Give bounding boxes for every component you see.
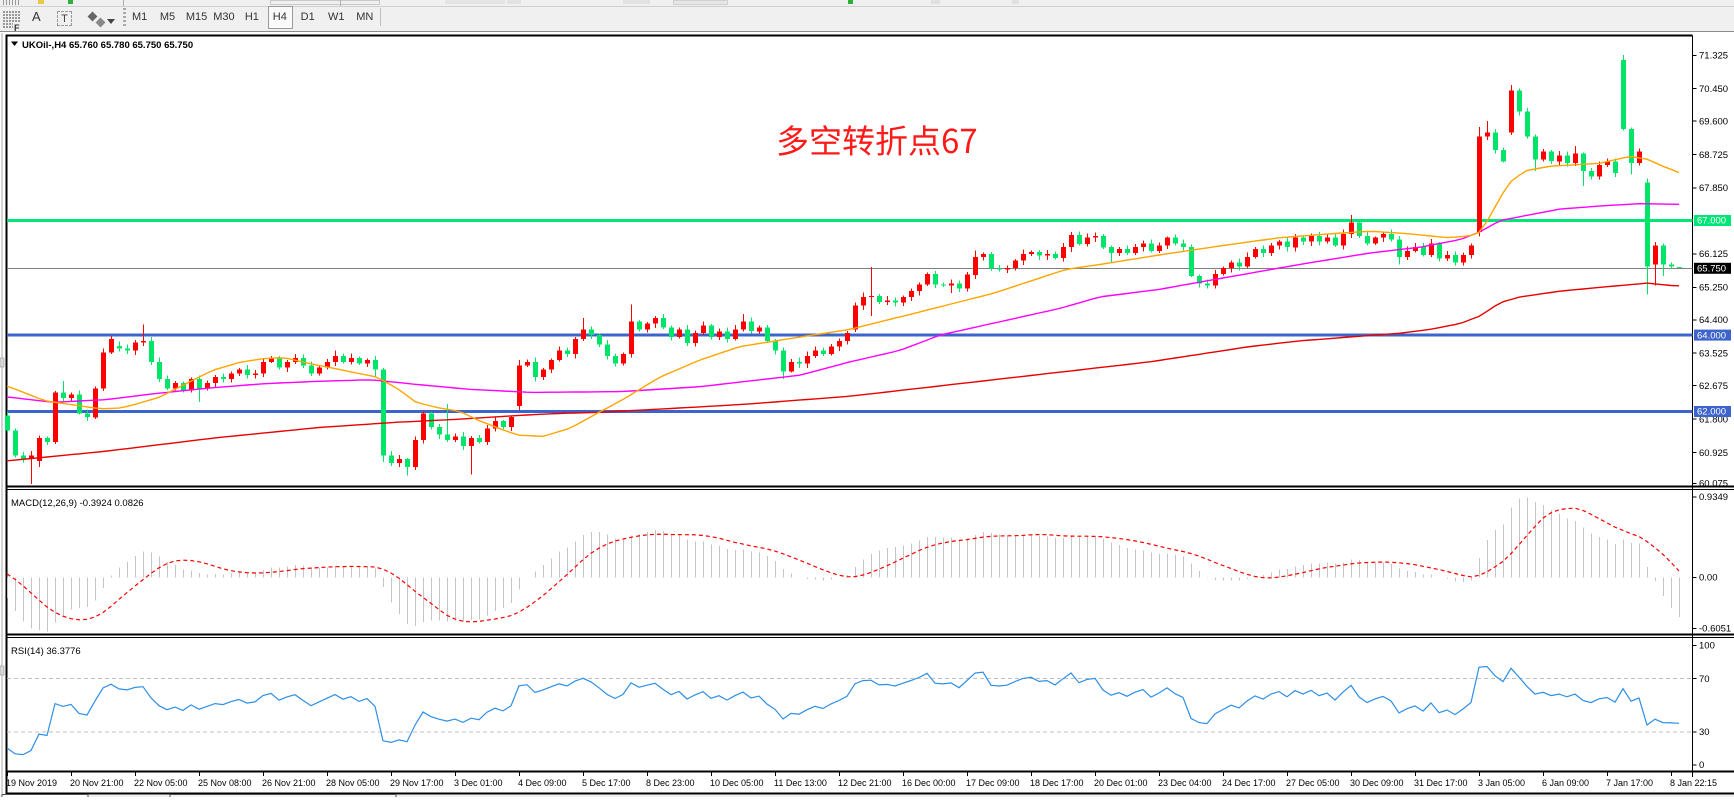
svg-text:25 Nov 08:00: 25 Nov 08:00 <box>198 778 252 788</box>
svg-text:66.125: 66.125 <box>1699 249 1728 260</box>
svg-text:0.9349: 0.9349 <box>1699 492 1728 503</box>
svg-text:0.00: 0.00 <box>1699 573 1718 584</box>
svg-text:3 Dec 01:00: 3 Dec 01:00 <box>454 778 503 788</box>
svg-text:30: 30 <box>1699 727 1710 738</box>
svg-text:8 Jan 22:15: 8 Jan 22:15 <box>1670 778 1717 788</box>
svg-text:MACD(12,26,9) -0.3924 0.0826: MACD(12,26,9) -0.3924 0.0826 <box>11 498 144 509</box>
svg-text:11 Dec 13:00: 11 Dec 13:00 <box>774 778 827 788</box>
svg-text:63.525: 63.525 <box>1699 348 1728 359</box>
svg-text:70.450: 70.450 <box>1699 84 1728 95</box>
svg-text:5 Dec 17:00: 5 Dec 17:00 <box>582 778 631 788</box>
svg-text:67.850: 67.850 <box>1699 183 1728 194</box>
svg-text:20 Nov 21:00: 20 Nov 21:00 <box>70 778 124 788</box>
svg-text:7 Jan 17:00: 7 Jan 17:00 <box>1606 778 1653 788</box>
svg-text:4 Dec 09:00: 4 Dec 09:00 <box>518 778 567 788</box>
svg-text:-0.6051: -0.6051 <box>1699 624 1731 635</box>
svg-text:F: F <box>14 23 20 33</box>
svg-text:61.800: 61.800 <box>1699 414 1728 425</box>
svg-text:67.000: 67.000 <box>1697 216 1726 227</box>
svg-text:27 Dec 05:00: 27 Dec 05:00 <box>1286 778 1340 788</box>
svg-text:64.400: 64.400 <box>1699 315 1728 326</box>
svg-text:30 Dec 09:00: 30 Dec 09:00 <box>1350 778 1404 788</box>
svg-text:24 Dec 17:00: 24 Dec 17:00 <box>1222 778 1276 788</box>
svg-text:29 Nov 17:00: 29 Nov 17:00 <box>390 778 444 788</box>
svg-text:26 Nov 21:00: 26 Nov 21:00 <box>262 778 316 788</box>
svg-text:65.750: 65.750 <box>1697 263 1726 274</box>
svg-text:31 Dec 17:00: 31 Dec 17:00 <box>1414 778 1468 788</box>
svg-text:100: 100 <box>1699 641 1715 652</box>
svg-text:60.075: 60.075 <box>1699 479 1728 490</box>
svg-text:17 Dec 09:00: 17 Dec 09:00 <box>966 778 1020 788</box>
svg-text:8 Dec 23:00: 8 Dec 23:00 <box>646 778 695 788</box>
svg-text:12 Dec 21:00: 12 Dec 21:00 <box>838 778 892 788</box>
svg-text:23 Dec 04:00: 23 Dec 04:00 <box>1158 778 1212 788</box>
svg-text:60.925: 60.925 <box>1699 448 1728 459</box>
svg-text:64.000: 64.000 <box>1697 330 1726 341</box>
svg-text:65.250: 65.250 <box>1699 283 1728 294</box>
svg-text:28 Nov 05:00: 28 Nov 05:00 <box>326 778 380 788</box>
svg-text:20 Dec 01:00: 20 Dec 01:00 <box>1094 778 1148 788</box>
svg-text:3 Jan 05:00: 3 Jan 05:00 <box>1478 778 1525 788</box>
svg-text:69.600: 69.600 <box>1699 116 1728 127</box>
svg-text:10 Dec 05:00: 10 Dec 05:00 <box>710 778 764 788</box>
svg-text:22 Nov 05:00: 22 Nov 05:00 <box>134 778 188 788</box>
svg-text:62.675: 62.675 <box>1699 381 1728 392</box>
svg-text:70: 70 <box>1699 674 1710 685</box>
svg-text:68.725: 68.725 <box>1699 150 1728 161</box>
svg-text:UKOil-,H4 65.760 65.780 65.75: UKOil-,H4 65.760 65.780 65.750 65.750 <box>22 40 193 51</box>
svg-text:0: 0 <box>1699 760 1704 771</box>
svg-text:19 Nov 2019: 19 Nov 2019 <box>6 778 57 788</box>
svg-text:71.325: 71.325 <box>1699 51 1728 62</box>
svg-text:16 Dec 00:00: 16 Dec 00:00 <box>902 778 956 788</box>
svg-text:18 Dec 17:00: 18 Dec 17:00 <box>1030 778 1084 788</box>
svg-text:6 Jan 09:00: 6 Jan 09:00 <box>1542 778 1589 788</box>
svg-text:RSI(14) 36.3776: RSI(14) 36.3776 <box>11 646 81 657</box>
svg-text:62.000: 62.000 <box>1697 407 1726 418</box>
